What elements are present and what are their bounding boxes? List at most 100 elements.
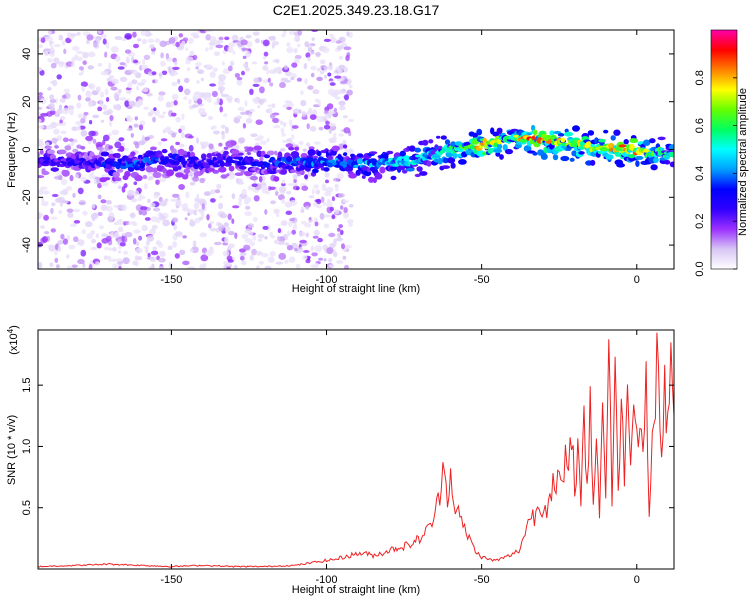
ridge-blob (145, 166, 154, 173)
noise-speckle (109, 115, 114, 121)
noise-speckle (133, 43, 139, 49)
noise-speckle (178, 184, 186, 190)
noise-speckle (275, 190, 279, 196)
noise-speckle (286, 106, 292, 110)
noise-speckle (256, 264, 260, 269)
noise-speckle (112, 247, 117, 252)
noise-speckle (251, 61, 258, 65)
noise-speckle (223, 113, 228, 118)
noise-speckle (346, 89, 353, 96)
noise-speckle (232, 50, 236, 55)
noise-speckle (139, 120, 146, 126)
noise-speckle (245, 118, 253, 124)
noise-speckle (53, 128, 60, 135)
noise-speckle (189, 248, 194, 253)
noise-speckle (258, 260, 264, 265)
noise-speckle (210, 198, 216, 203)
noise-speckle (160, 138, 168, 142)
noise-speckle (262, 225, 269, 230)
noise-speckle (215, 39, 224, 44)
noise-speckle (50, 62, 57, 69)
spectrogram-x-ticks: -150 -100 -50 0 (160, 30, 640, 286)
noise-speckle (300, 209, 305, 213)
noise-speckle (264, 236, 268, 240)
noise-speckle (277, 228, 282, 234)
noise-speckle (250, 133, 258, 137)
noise-speckle (209, 220, 215, 225)
noise-speckle (267, 77, 271, 83)
ridge-blob (177, 148, 185, 156)
noise-speckle (341, 243, 345, 250)
noise-speckle (155, 216, 161, 224)
noise-speckle (53, 44, 61, 48)
noise-speckle (175, 205, 179, 209)
noise-speckle (112, 263, 118, 269)
colorbar-gradient (711, 30, 737, 269)
noise-speckle (278, 194, 285, 201)
noise-speckle (249, 254, 254, 261)
noise-speckle (265, 191, 271, 195)
noise-speckle (101, 237, 109, 244)
ridge-blob (664, 160, 671, 165)
noise-speckle (336, 45, 343, 51)
noise-speckle (236, 79, 243, 86)
noise-speckle (292, 182, 298, 186)
noise-speckle (208, 115, 213, 121)
noise-speckle (49, 98, 57, 104)
noise-speckle (104, 51, 108, 58)
noise-speckle (273, 208, 280, 214)
noise-speckle (61, 94, 67, 99)
noise-speckle (73, 236, 79, 243)
noise-speckle (158, 91, 166, 96)
noise-speckle (140, 65, 146, 70)
noise-speckle (338, 56, 343, 60)
ridge-blob (623, 139, 629, 145)
noise-speckle (269, 82, 274, 87)
noise-speckle (77, 258, 85, 265)
noise-speckle (206, 214, 210, 221)
noise-speckle (132, 190, 140, 197)
noise-speckle (222, 250, 230, 257)
noise-speckle (316, 115, 324, 123)
noise-speckle (72, 208, 81, 213)
noise-speckle (228, 243, 235, 249)
ridge-blob (650, 164, 658, 171)
noise-speckle (281, 198, 286, 204)
noise-speckle (49, 94, 55, 100)
noise-speckle (272, 117, 279, 123)
noise-speckle (182, 235, 187, 239)
noise-speckle (201, 203, 205, 210)
noise-speckle (219, 106, 223, 113)
ridge-blob (414, 147, 422, 153)
y-tick-label: -20 (21, 189, 33, 205)
noise-speckle (234, 73, 241, 78)
ridge-blob (238, 152, 244, 156)
noise-speckle (343, 211, 350, 219)
noise-speckle (81, 229, 87, 235)
noise-speckle (50, 45, 54, 52)
noise-speckle (71, 264, 78, 268)
noise-speckle (220, 81, 226, 86)
ridge-blob (307, 149, 316, 156)
noise-speckle (320, 65, 325, 69)
ridge-blob (598, 138, 606, 143)
ridge-blob (458, 159, 467, 165)
noise-speckle (78, 199, 87, 206)
spectrogram-panel: -150 -100 -50 0 -40 -20 0 20 40 Height of strai… (6, 29, 675, 295)
noise-speckle (80, 117, 86, 124)
noise-speckle (337, 227, 341, 232)
noise-speckle (195, 66, 199, 70)
noise-speckle (344, 148, 349, 153)
ridge-blob (247, 156, 254, 160)
noise-speckle (284, 79, 291, 83)
noise-speckle (77, 187, 84, 195)
noise-speckle (50, 216, 58, 220)
noise-speckle (58, 104, 63, 110)
noise-speckle (122, 257, 130, 265)
noise-speckle (61, 40, 66, 46)
noise-speckle (241, 47, 249, 51)
noise-speckle (268, 186, 277, 190)
noise-speckle (345, 55, 350, 62)
noise-speckle (275, 261, 283, 265)
noise-speckle (332, 132, 337, 138)
